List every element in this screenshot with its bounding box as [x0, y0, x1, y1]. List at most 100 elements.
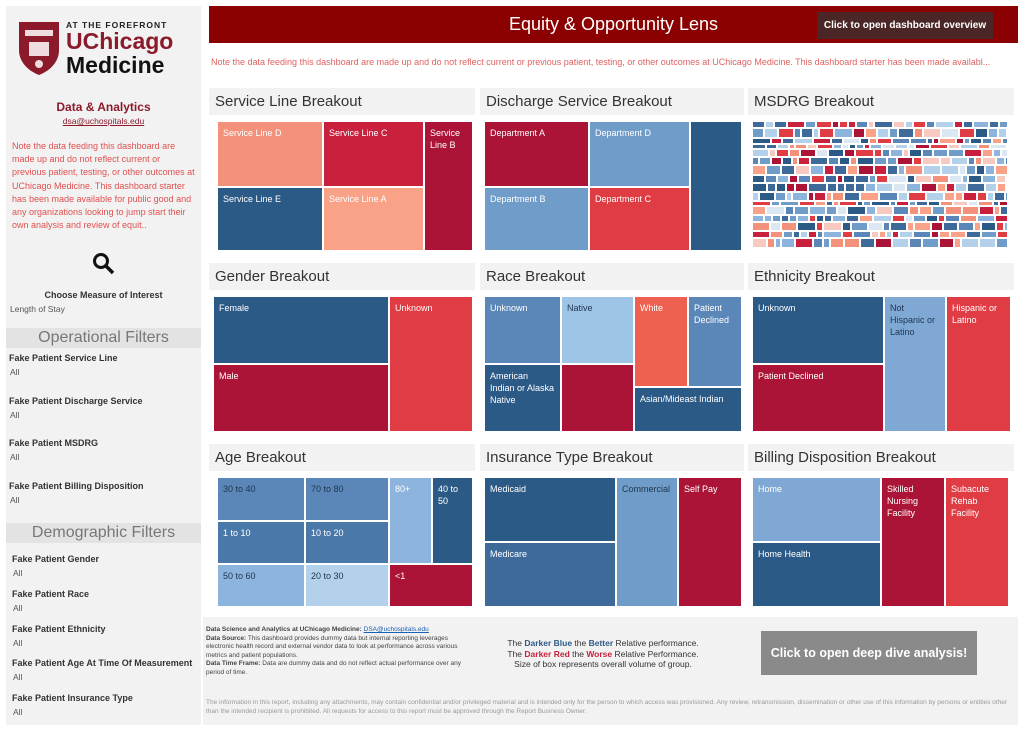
treemap-tile: Department B — [484, 187, 589, 251]
mosaic-tile — [882, 144, 895, 149]
filter-value[interactable]: All — [13, 568, 23, 578]
mosaic-tile — [870, 144, 882, 149]
mosaic-tile — [1001, 149, 1008, 157]
mosaic-tile — [868, 121, 874, 128]
mosaic-tile — [810, 157, 828, 165]
header-bar: Equity & Opportunity Lens Click to open … — [209, 6, 1018, 43]
filter-heading: Demographic Filters — [6, 523, 201, 543]
mosaic-tile — [798, 157, 810, 165]
mosaic-tile — [985, 165, 995, 175]
mosaic-tile — [978, 201, 993, 206]
mosaic-tile — [913, 231, 931, 238]
mosaic-tile — [882, 248, 896, 250]
mosaic-tile — [907, 222, 914, 231]
mosaic-tile — [995, 215, 1008, 222]
mosaic-tile — [783, 231, 793, 238]
legend-line: The Darker Blue the Better Relative perf… — [483, 638, 723, 649]
mosaic-tile — [770, 222, 781, 231]
filter-value[interactable]: All — [13, 602, 23, 613]
mosaic-tile — [856, 248, 872, 250]
mosaic-tile — [805, 121, 816, 128]
mosaic-tile — [839, 157, 850, 165]
measure-value[interactable]: Length of Stay — [10, 304, 65, 314]
deep-dive-button[interactable]: Click to open deep dive analysis! — [761, 631, 977, 675]
mosaic-tile — [996, 175, 1006, 183]
mosaic-tile — [834, 248, 840, 250]
filter-label: Fake Patient Age At Time Of Measurement — [12, 658, 193, 669]
mosaic-tile — [785, 206, 794, 215]
filter-value[interactable]: All — [13, 672, 23, 683]
mosaic-tile — [772, 215, 781, 222]
filter-value[interactable]: All — [13, 707, 23, 718]
treemap-tile: White — [634, 296, 688, 387]
mosaic-tile — [889, 128, 898, 138]
filter-value[interactable]: All — [10, 409, 20, 420]
header-note: Note the data feeding this dashboard are… — [211, 57, 991, 67]
mosaic-tile — [997, 231, 1008, 238]
mosaic-tile — [1007, 144, 1009, 149]
mosaic-tile — [837, 206, 847, 215]
mosaic-tile — [844, 149, 855, 157]
mosaic-tile — [760, 248, 771, 250]
mosaic-tile — [837, 183, 845, 192]
mosaic-tile — [930, 144, 948, 149]
mosaic-tile — [826, 206, 837, 215]
mosaic-tile — [795, 183, 808, 192]
treemap-tile: 80+ — [389, 477, 432, 564]
treemap-tile: 70 to 80 — [305, 477, 389, 521]
mosaic-tile — [809, 215, 816, 222]
treemap-tile: Male — [213, 364, 389, 432]
mosaic-tile — [787, 121, 805, 128]
mosaic-tile — [789, 175, 798, 183]
mosaic-tile — [890, 149, 903, 157]
mosaic-tile — [871, 231, 879, 238]
filter-value[interactable]: All — [10, 452, 20, 462]
filter-label: Fake Patient Service Line — [9, 353, 118, 363]
mosaic-tile — [858, 165, 874, 175]
mosaic-tile — [923, 165, 941, 175]
treemap-tile: Department A — [484, 121, 589, 187]
legend-text: the — [569, 648, 587, 659]
mosaic-tile — [794, 128, 801, 138]
mosaic-tile — [832, 192, 844, 201]
mosaic-tile — [915, 144, 930, 149]
logo-tagline: AT THE FOREFRONT — [66, 20, 168, 30]
overview-button[interactable]: Click to open dashboard overview — [817, 12, 993, 39]
mosaic-tile — [815, 201, 826, 206]
email-link[interactable]: dsa@uchospitals.edu — [62, 116, 145, 126]
mosaic-tile — [903, 149, 909, 157]
mosaic-tile — [941, 128, 959, 138]
mosaic-tile — [798, 175, 811, 183]
mosaic-tile — [781, 165, 795, 175]
panel-title: Gender Breakout — [209, 263, 475, 290]
mosaic-tile — [752, 222, 770, 231]
treemap-tile: Commercial — [616, 477, 678, 607]
mosaic-tile — [993, 201, 999, 206]
filter-label: Fake Patient Billing Disposition — [9, 480, 144, 491]
mosaic-tile — [777, 144, 789, 149]
filter-value[interactable]: All — [10, 367, 20, 377]
search-icon[interactable] — [92, 252, 116, 276]
mosaic-tile — [977, 215, 995, 222]
mosaic-tile — [860, 238, 875, 248]
mosaic-tile — [793, 231, 800, 238]
filter-value[interactable]: All — [10, 494, 20, 505]
mosaic-tile — [778, 128, 794, 138]
mosaic-tile — [847, 206, 866, 215]
treemap-tile: 1 to 10 — [217, 521, 305, 564]
filter-value[interactable]: All — [13, 637, 23, 648]
mosaic-tile — [823, 231, 842, 238]
mosaic-tile — [905, 121, 913, 128]
mosaic-tile — [781, 215, 789, 222]
mosaic-tile — [824, 215, 832, 222]
mosaic-tile — [994, 206, 1000, 215]
mosaic-tile — [813, 128, 819, 138]
credit-email[interactable]: DSA@uchospitals.edu — [363, 626, 429, 633]
mosaic-tile — [792, 157, 798, 165]
mosaic-tile — [979, 206, 994, 215]
mosaic-tile — [922, 238, 939, 248]
mosaic-tile — [752, 206, 766, 215]
mosaic-tile — [887, 165, 898, 175]
mosaic-tile — [893, 121, 905, 128]
mosaic-tile — [926, 215, 938, 222]
